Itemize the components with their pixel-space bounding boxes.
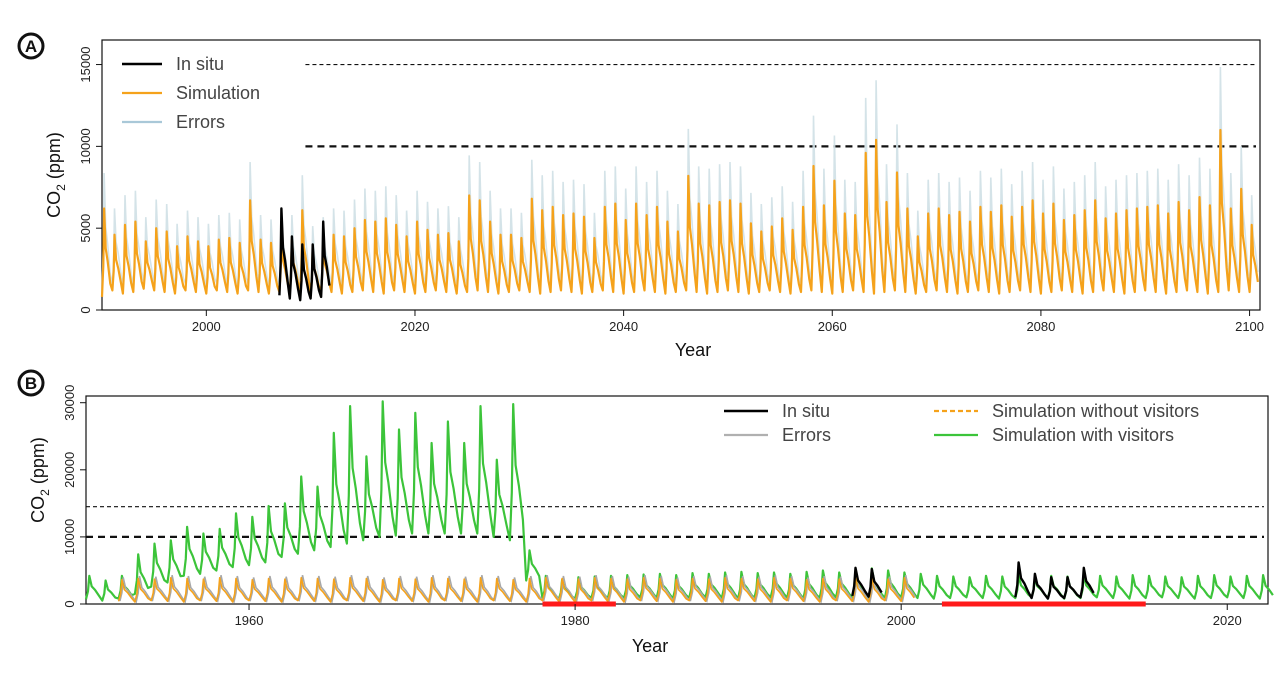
panel-a-letter: A	[25, 37, 37, 56]
panel-b-series-in-situ	[851, 566, 883, 598]
panel-b-reference-lines	[86, 506, 1264, 539]
panel-b-x-axis-title: Year	[632, 636, 668, 656]
panel-a-x-tick-label-2000: 2000	[192, 319, 221, 334]
panel-a-y-tick-label-15000: 15000	[78, 46, 93, 82]
panel-a-x-tick-label-2040: 2040	[609, 319, 638, 334]
panel-a-ylabel-unit: (ppm)	[44, 132, 64, 184]
panel-b-y-axis-title: CO2 (ppm)	[28, 437, 52, 523]
panel-a-x-axis: 2000 2020 2040 2060 2080 2100	[192, 310, 1264, 334]
panel-b-badge: B	[17, 369, 45, 397]
panel-a-x-tick-label-2080: 2080	[1026, 319, 1055, 334]
panel-a-badge: A	[17, 32, 45, 60]
panel-b-y-tick-label-20000: 20000	[62, 452, 77, 488]
panel-a-series-in-situ	[278, 207, 331, 302]
panel-a-y-tick-label-5000: 5000	[78, 214, 93, 243]
panel-b-legend-label-errors: Errors	[782, 425, 831, 445]
panel-a-x-tick-label-2060: 2060	[818, 319, 847, 334]
panel-b-legend-label-simulation-with-visitors: Simulation with visitors	[992, 425, 1174, 445]
panel-a-y-axis: 0 5000 10000 15000	[78, 46, 102, 314]
panel-a-plot-frame	[101, 39, 1261, 311]
panel-b-x-tick-label-1980: 1980	[561, 613, 590, 628]
panel-b-legend-label-in-situ: In situ	[782, 401, 830, 421]
panel-a-series-simulation	[100, 128, 1259, 297]
panel-a-x-tick-label-2020: 2020	[401, 319, 430, 334]
panel-b-ylabel-subscript: 2	[38, 489, 52, 496]
panel-b: B 1960 1980 2000 2020 0 10000 20000 30000 Year…	[17, 369, 1274, 656]
panel-a-y-tick-label-0: 0	[78, 306, 93, 313]
panel-b-legend: In situ Errors Simulation without visitors…	[724, 401, 1199, 445]
panel-b-legend-label-simulation-without-visitors: Simulation without visitors	[992, 401, 1199, 421]
panel-a-legend-label-in-situ: In situ	[176, 54, 224, 74]
panel-a-x-axis-title: Year	[675, 340, 711, 360]
panel-b-x-tick-label-2000: 2000	[887, 613, 916, 628]
panel-b-x-axis: 1960 1980 2000 2020	[235, 604, 1242, 628]
panel-b-plot-frame	[85, 395, 1269, 605]
panel-a-legend-label-errors: Errors	[176, 112, 225, 132]
panel-b-x-tick-label-1960: 1960	[235, 613, 264, 628]
panel-b-x-tick-label-2020: 2020	[1213, 613, 1242, 628]
panel-a: A 2000 2020 2040 2060 2080 2100 0 5000 10000 150…	[17, 32, 1264, 360]
panel-a-series	[100, 66, 1259, 302]
panel-b-y-tick-label-10000: 10000	[62, 519, 77, 555]
panel-a-ylabel-main: CO	[44, 191, 64, 218]
panel-b-series-simulation-without-visitors	[117, 577, 915, 603]
panel-b-series-errors	[119, 575, 917, 604]
panel-a-legend: In situ Simulation Errors	[122, 54, 260, 132]
panel-b-letter: B	[25, 374, 37, 393]
panel-a-x-tick-label-2100: 2100	[1235, 319, 1264, 334]
panel-b-ylabel-unit: (ppm)	[28, 437, 48, 489]
panel-a-y-axis-title: CO2 (ppm)	[44, 132, 68, 218]
panel-b-ylabel-main: CO	[28, 496, 48, 523]
panel-a-legend-label-simulation: Simulation	[176, 83, 260, 103]
panel-a-reference-lines	[305, 63, 1256, 148]
panel-a-ylabel-subscript: 2	[54, 184, 68, 191]
panel-b-y-tick-label-30000: 30000	[62, 385, 77, 421]
panel-b-series	[84, 400, 1274, 604]
panel-b-series-in-situ-2	[1014, 561, 1095, 600]
panel-b-y-axis: 0 10000 20000 30000	[62, 385, 86, 608]
panel-a-y-tick-label-10000: 10000	[78, 128, 93, 164]
panel-b-y-tick-label-0: 0	[62, 600, 77, 607]
